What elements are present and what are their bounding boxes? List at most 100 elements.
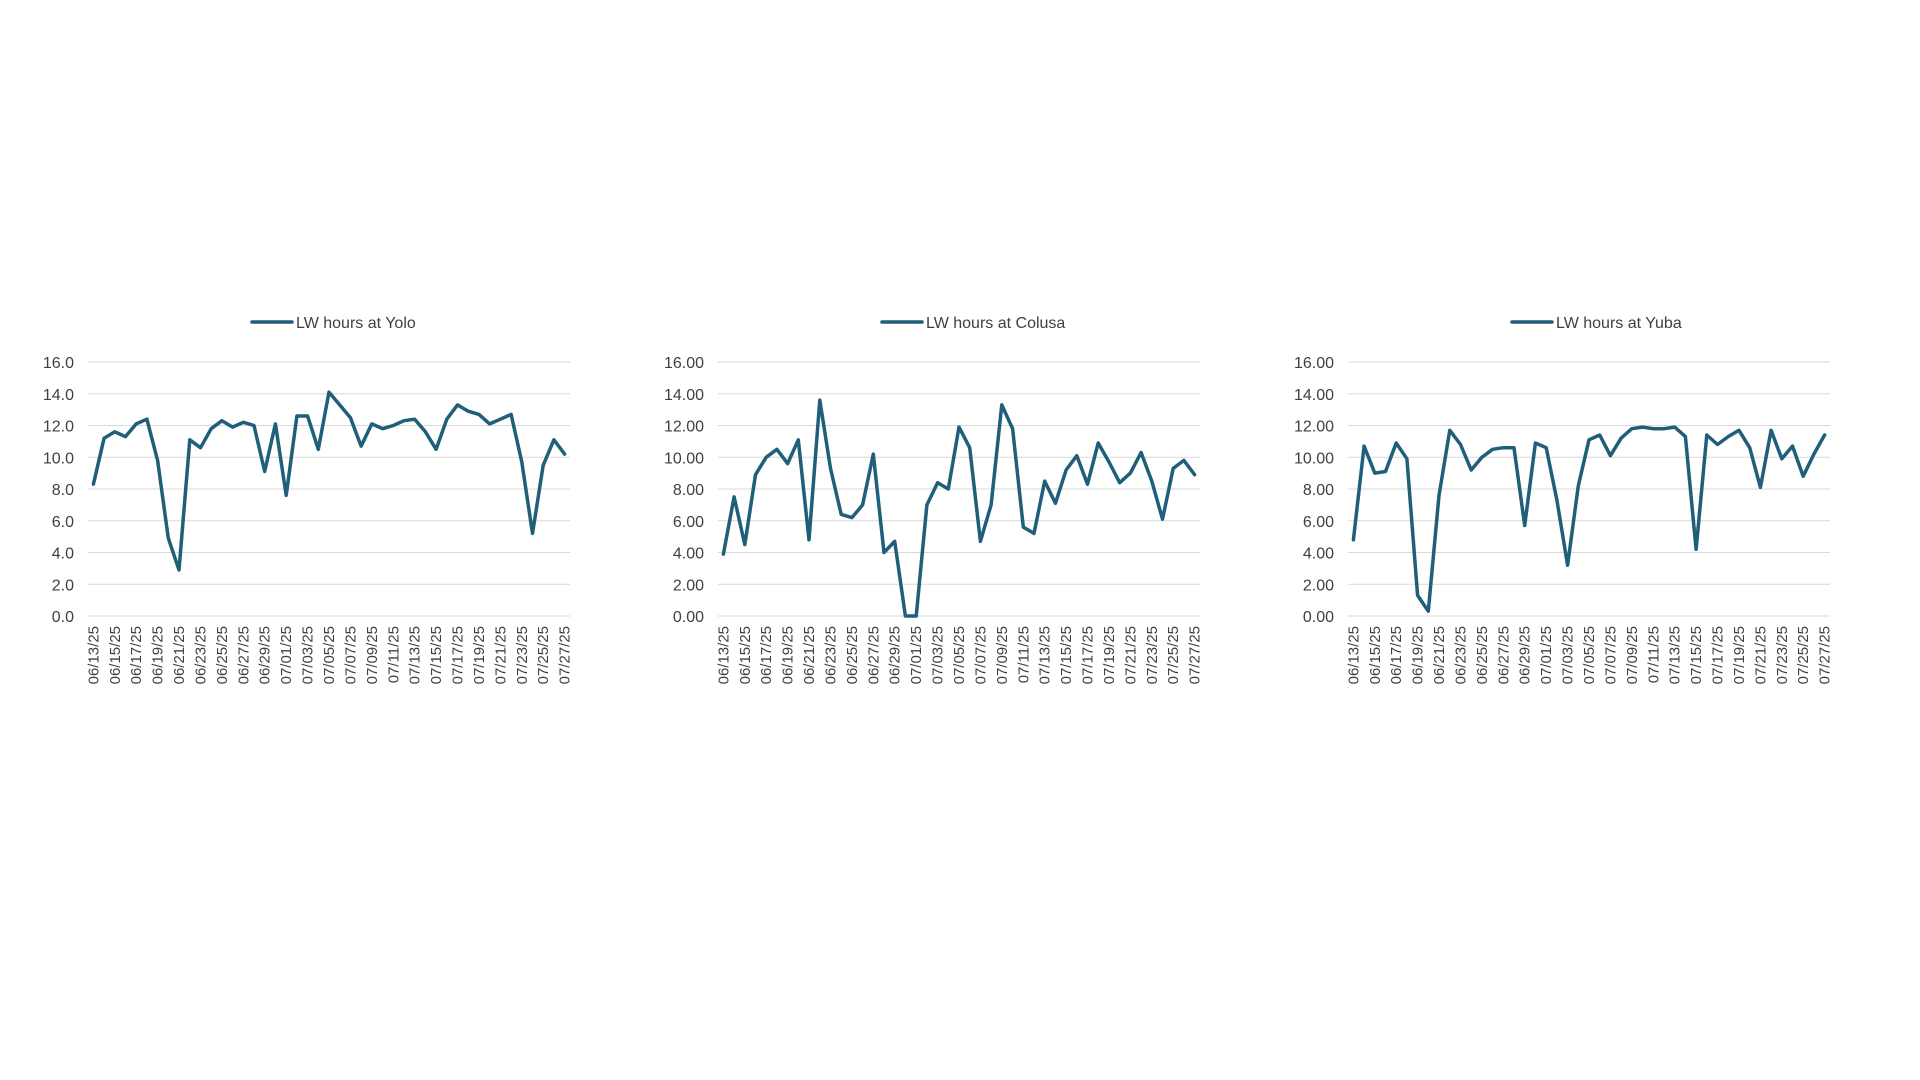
x-tick-label: 06/21/25 <box>801 626 818 684</box>
x-tick-label: 06/17/25 <box>1388 626 1405 684</box>
x-tick-label: 06/29/25 <box>257 626 274 684</box>
x-tick-label: 06/19/25 <box>780 626 797 684</box>
x-tick-label: 06/29/25 <box>887 626 904 684</box>
y-tick-label: 10.00 <box>664 450 704 467</box>
y-tick-label: 8.0 <box>52 482 74 499</box>
y-tick-label: 8.00 <box>673 482 704 499</box>
x-tick-label: 07/21/25 <box>1752 626 1769 684</box>
x-tick-label: 07/11/25 <box>1015 626 1032 683</box>
x-tick-label: 06/17/25 <box>128 626 145 684</box>
x-tick-label: 06/25/25 <box>214 626 231 684</box>
x-tick-label: 07/05/25 <box>951 626 968 684</box>
x-tick-label: 07/01/25 <box>278 626 295 684</box>
chart-colusa-svg: LW hours at Colusa 0.00 2.00 4.00 6.00 8.00 10… <box>664 315 1204 684</box>
chart-yolo-svg: LW hours at Yolo 0.0 2.0 4.0 6.0 8.0 10.0 12.0 1… <box>43 315 574 684</box>
x-tick-label: 07/25/25 <box>535 626 552 684</box>
x-tick-label: 07/11/25 <box>385 626 402 683</box>
x-tick-label: 07/17/25 <box>1710 626 1727 684</box>
x-tick-label: 06/23/25 <box>822 626 839 684</box>
y-tick-label: 14.00 <box>664 387 704 404</box>
x-tick-label: 07/27/25 <box>1187 626 1204 684</box>
x-tick-label: 06/29/25 <box>1517 626 1534 684</box>
x-tick-label: 06/13/25 <box>1345 626 1362 684</box>
x-tick-label: 07/25/25 <box>1165 626 1182 684</box>
x-tick-label: 07/13/25 <box>1037 626 1054 684</box>
x-tick-label: 07/15/25 <box>1688 626 1705 684</box>
x-tick-label: 07/11/25 <box>1645 626 1662 683</box>
legend: LW hours at Yuba <box>1510 315 1682 332</box>
series-line <box>721 398 1197 618</box>
x-tick-label: 06/21/25 <box>171 626 188 684</box>
x-tick-label: 07/19/25 <box>1101 626 1118 684</box>
y-tick-label: 14.00 <box>1294 387 1334 404</box>
x-tick-label: 07/19/25 <box>471 626 488 684</box>
y-tick-label: 2.00 <box>1303 577 1334 594</box>
y-tick-label: 10.0 <box>43 450 74 467</box>
x-tick-label: 06/15/25 <box>737 626 754 684</box>
x-tick-label: 06/15/25 <box>1367 626 1384 684</box>
chart-yuba-svg: LW hours at Yuba 0.00 2.00 4.00 6.00 8.00 10.0… <box>1294 315 1834 684</box>
x-tick-label: 06/25/25 <box>844 626 861 684</box>
chart-yolo: LW hours at Yolo 0.0 2.0 4.0 6.0 8.0 10.0 12.0 1… <box>30 300 590 720</box>
x-tick-label: 07/13/25 <box>1667 626 1684 684</box>
y-tick-label: 4.0 <box>52 546 74 563</box>
x-tick-label: 06/19/25 <box>150 626 167 684</box>
x-tick-label: 06/19/25 <box>1410 626 1427 684</box>
y-tick-label: 12.00 <box>664 419 704 436</box>
y-tick-label: 16.00 <box>1294 355 1334 372</box>
x-tick-label: 07/21/25 <box>1122 626 1139 684</box>
y-tick-label: 14.0 <box>43 387 74 404</box>
y-tick-label: 10.00 <box>1294 450 1334 467</box>
legend-label: LW hours at Yolo <box>296 315 416 332</box>
legend: LW hours at Colusa <box>880 315 1065 332</box>
x-tick-label: 07/15/25 <box>428 626 445 684</box>
x-tick-label: 07/17/25 <box>450 626 467 684</box>
x-tick-label: 07/19/25 <box>1731 626 1748 684</box>
y-tick-label: 4.00 <box>673 546 704 563</box>
x-tick-label: 07/23/25 <box>1774 626 1791 684</box>
x-tick-label: 06/13/25 <box>85 626 102 684</box>
x-tick-label: 07/01/25 <box>1538 626 1555 684</box>
x-tick-label: 07/07/25 <box>972 626 989 684</box>
y-tick-label: 16.0 <box>43 355 74 372</box>
x-tick-label: 07/03/25 <box>1560 626 1577 684</box>
x-tick-label: 06/27/25 <box>235 626 252 684</box>
x-tick-label: 07/09/25 <box>364 626 381 684</box>
y-tick-label: 16.00 <box>664 355 704 372</box>
x-tick-label: 07/15/25 <box>1058 626 1075 684</box>
x-tick-label: 07/27/25 <box>1817 626 1834 684</box>
x-tick-label: 06/13/25 <box>715 626 732 684</box>
x-tick-label: 07/07/25 <box>342 626 359 684</box>
series-line <box>91 390 567 572</box>
y-tick-label: 6.0 <box>52 514 74 531</box>
y-tick-label: 8.00 <box>1303 482 1334 499</box>
y-tick-label: 0.0 <box>52 609 74 626</box>
y-tick-label: 0.00 <box>673 609 704 626</box>
x-tick-label: 06/23/25 <box>192 626 209 684</box>
x-tick-label: 07/23/25 <box>514 626 531 684</box>
x-tick-label: 07/07/25 <box>1602 626 1619 684</box>
x-tick-label: 07/13/25 <box>407 626 424 684</box>
legend-label: LW hours at Colusa <box>926 315 1065 332</box>
chart-yuba: LW hours at Yuba 0.00 2.00 4.00 6.00 8.00 10.0… <box>1290 300 1850 720</box>
x-tick-label: 07/01/25 <box>908 626 925 684</box>
y-tick-label: 6.00 <box>1303 514 1334 531</box>
x-tick-label: 07/25/25 <box>1795 626 1812 684</box>
x-tick-label: 06/21/25 <box>1431 626 1448 684</box>
legend-label: LW hours at Yuba <box>1556 315 1682 332</box>
series-line <box>1351 425 1827 613</box>
x-tick-label: 06/27/25 <box>865 626 882 684</box>
x-tick-label: 07/09/25 <box>994 626 1011 684</box>
x-tick-label: 06/25/25 <box>1474 626 1491 684</box>
x-tick-label: 07/03/25 <box>930 626 947 684</box>
x-tick-label: 07/05/25 <box>1581 626 1598 684</box>
x-tick-label: 07/21/25 <box>492 626 509 684</box>
y-tick-label: 6.00 <box>673 514 704 531</box>
x-tick-label: 07/23/25 <box>1144 626 1161 684</box>
y-tick-label: 2.0 <box>52 577 74 594</box>
y-tick-label: 4.00 <box>1303 546 1334 563</box>
x-tick-label: 07/27/25 <box>557 626 574 684</box>
x-tick-label: 06/17/25 <box>758 626 775 684</box>
x-tick-label: 07/03/25 <box>300 626 317 684</box>
x-tick-label: 06/27/25 <box>1495 626 1512 684</box>
